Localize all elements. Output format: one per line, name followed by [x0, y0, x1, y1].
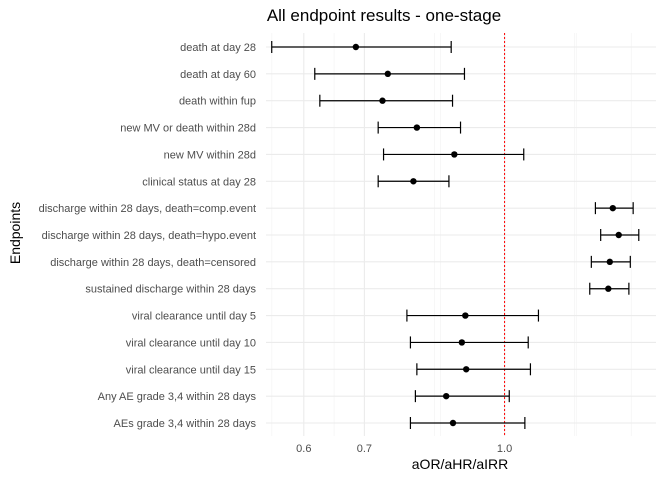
endpoint-label: clinical status at day 28	[142, 176, 256, 188]
endpoint-label: AEs grade 3,4 within 28 days	[114, 418, 257, 430]
point-estimates	[352, 43, 622, 427]
endpoint-label: death at day 60	[180, 69, 256, 81]
endpoint-label: sustained discharge within 28 days	[85, 284, 256, 296]
endpoint-label: discharge within 28 days, death=censored	[50, 257, 256, 269]
point-estimate	[458, 339, 466, 346]
point-estimate	[615, 231, 622, 239]
y-axis-labels: death at day 28 death at day 60 death with…	[39, 42, 257, 430]
point-estimate	[606, 258, 614, 266]
point-estimate	[462, 312, 469, 319]
endpoint-label: viral clearance until day 10	[126, 337, 256, 349]
point-estimate	[609, 204, 617, 212]
point-estimate	[379, 97, 386, 104]
endpoint-label: viral clearance until day 15	[126, 364, 256, 376]
point-estimate	[410, 178, 417, 185]
point-estimate	[449, 419, 457, 427]
y-axis-title: Endpoints	[7, 202, 23, 264]
point-estimate	[443, 392, 450, 400]
endpoint-label: new MV within 28d	[164, 149, 256, 161]
point-estimate	[413, 124, 421, 131]
point-estimate	[384, 70, 392, 78]
grid-lines	[266, 33, 656, 436]
point-estimate	[463, 366, 470, 373]
point-estimate	[352, 43, 360, 51]
endpoint-label: Any AE grade 3,4 within 28 days	[98, 391, 257, 403]
x-tick-label: 0.7	[357, 443, 372, 455]
point-estimate	[451, 151, 458, 158]
x-tick-label: 1.0	[497, 443, 512, 455]
endpoint-label: death at day 28	[180, 42, 256, 54]
x-axis-title: aOR/aHR/aIRR	[412, 456, 508, 472]
endpoint-label: discharge within 28 days, death=hypo.eve…	[42, 230, 256, 242]
endpoint-label: death within fup	[179, 96, 256, 108]
point-estimate	[605, 285, 612, 292]
x-tick-label: 0.6	[296, 443, 311, 455]
chart-title: All endpoint results - one-stage	[267, 6, 501, 25]
endpoint-label: discharge within 28 days, death=comp.eve…	[39, 203, 256, 215]
endpoint-label: viral clearance until day 5	[132, 311, 256, 323]
x-axis-tick-labels: 0.6 0.7 1.0	[296, 443, 512, 455]
endpoint-label: new MV or death within 28d	[120, 123, 256, 135]
